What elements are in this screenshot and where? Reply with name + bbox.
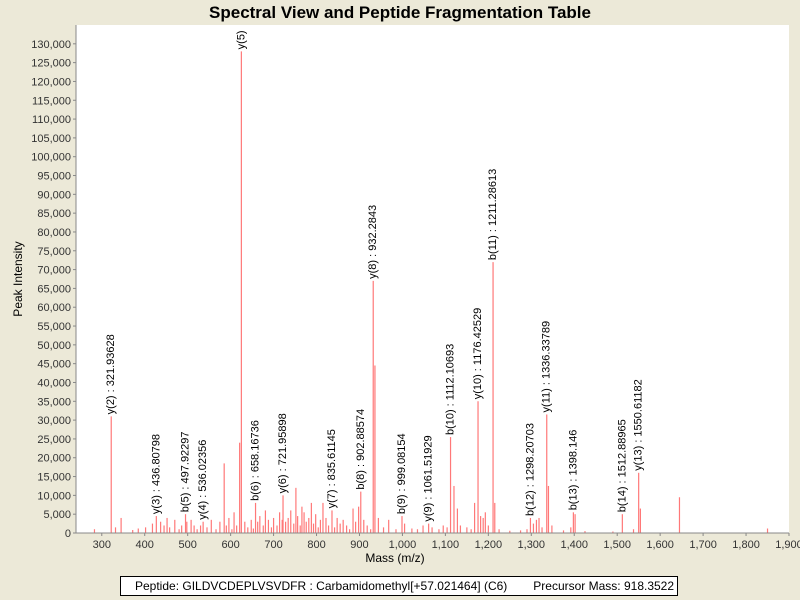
y-tick-label: 15,000 — [37, 472, 71, 484]
x-tick-label: 1,100 — [432, 539, 460, 551]
peak-annotation: b(6) : 658.16736 — [250, 420, 262, 501]
chart-title: Spectral View and Peptide Fragmentation … — [209, 3, 591, 22]
peak-annotation: y(13) : 1550.61182 — [633, 379, 645, 471]
x-tick-label: 1,200 — [475, 539, 503, 551]
x-tick-label: 1,400 — [560, 539, 588, 551]
y-tick-label: 40,000 — [37, 377, 71, 389]
y-tick-label: 100,000 — [31, 152, 71, 164]
x-tick-label: 300 — [93, 539, 111, 551]
x-tick-label: 1,300 — [518, 539, 546, 551]
x-tick-label: 1,800 — [732, 539, 760, 551]
peak-annotation: b(12) : 1298.20703 — [524, 423, 536, 516]
y-tick-label: 55,000 — [37, 321, 71, 333]
y-tick-label: 45,000 — [37, 359, 71, 371]
annotations-layer: y(2) : 321.93628 y(3) : 436.80798 b(5) : 4… — [105, 30, 644, 521]
peak-annotation: y(9) : 1061.51929 — [423, 435, 435, 521]
y-tick-label: 25,000 — [37, 434, 71, 446]
y-tick-label: 90,000 — [37, 189, 71, 201]
x-tick-label: 800 — [307, 539, 325, 551]
y-tick-label: 65,000 — [37, 283, 71, 295]
peak-annotation: b(5) : 497.92297 — [180, 431, 192, 512]
y-tick-label: 130,000 — [31, 39, 71, 51]
x-tick-label: 1,000 — [389, 539, 417, 551]
peptide-info-box: Peptide: GILDVCDEPLVSVDFR : Carbamidomet… — [120, 576, 678, 596]
precursor-mass-text: Precursor Mass: 918.3522 — [533, 579, 675, 593]
y-tick-label: 0 — [65, 528, 71, 540]
y-tick-label: 35,000 — [37, 396, 71, 408]
y-tick-label: 30,000 — [37, 415, 71, 427]
y-tick-label: 120,000 — [31, 76, 71, 88]
peak-annotation: y(8) : 932.2843 — [367, 205, 379, 279]
y-tick-label: 5,000 — [43, 509, 71, 521]
y-tick-label: 50,000 — [37, 340, 71, 352]
y-tick-label: 115,000 — [32, 95, 71, 107]
peak-annotation: y(10) : 1176.42529 — [472, 308, 484, 400]
x-tick-label: 900 — [350, 539, 368, 551]
y-tick-label: 125,000 — [31, 58, 71, 70]
plot-area — [76, 25, 789, 533]
y-tick-label: 80,000 — [37, 227, 71, 239]
y-tick-label: 75,000 — [37, 246, 71, 258]
peak-annotation: y(7) : 835.61145 — [326, 429, 338, 508]
peaks-layer — [93, 51, 769, 533]
x-ticks: 300 400 500 600 700 800 900 1,000 1,100 1,200 1,30… — [93, 533, 800, 551]
peak-annotation: b(9) : 999.08154 — [396, 433, 408, 514]
x-tick-label: 1,500 — [603, 539, 631, 551]
peak-annotation: b(14) : 1512.88965 — [616, 419, 628, 512]
y-tick-label: 20,000 — [37, 453, 71, 465]
y-tick-label: 105,000 — [31, 133, 71, 145]
axes-layer — [75, 25, 789, 534]
peak-annotation: b(10) : 1112.10693 — [445, 344, 457, 435]
peak-annotation: y(4) : 536.02356 — [197, 440, 209, 520]
peak-annotation: y(3) : 436.80798 — [150, 434, 162, 514]
peak-annotation: y(11) : 1336.33789 — [541, 321, 553, 413]
peak-annotation: y(5) — [235, 30, 247, 49]
peak-annotation: y(2) : 321.93628 — [105, 334, 117, 414]
y-tick-label: 10,000 — [37, 490, 71, 502]
peak-annotation: y(6) : 721.95898 — [277, 413, 289, 493]
x-tick-label: 1,700 — [689, 539, 717, 551]
peak-annotation: b(8) : 902.88574 — [355, 409, 367, 490]
y-tick-label: 85,000 — [37, 208, 71, 220]
y-tick-label: 95,000 — [37, 171, 71, 183]
y-tick-label: 70,000 — [37, 265, 71, 277]
peptide-text: Peptide: GILDVCDEPLVSVDFR : Carbamidomet… — [135, 579, 508, 593]
y-tick-label: 60,000 — [37, 302, 71, 314]
y-axis-label: Peak Intensity — [11, 241, 25, 316]
y-ticks: 0 5,000 10,000 15,000 20,000 25,000 30,000 35,0… — [31, 39, 76, 540]
x-tick-label: 600 — [221, 539, 239, 551]
x-axis-label: Mass (m/z) — [365, 551, 424, 565]
x-tick-label: 1,600 — [646, 539, 674, 551]
peak-annotation: b(11) : 1211.28613 — [487, 169, 499, 260]
y-tick-label: 110,000 — [32, 114, 71, 126]
peak-annotation: b(13) : 1398.146 — [567, 430, 579, 511]
x-tick-label: 500 — [178, 539, 196, 551]
x-tick-label: 700 — [264, 539, 282, 551]
x-tick-label: 400 — [136, 539, 154, 551]
x-tick-label: 1,900 — [775, 539, 800, 551]
